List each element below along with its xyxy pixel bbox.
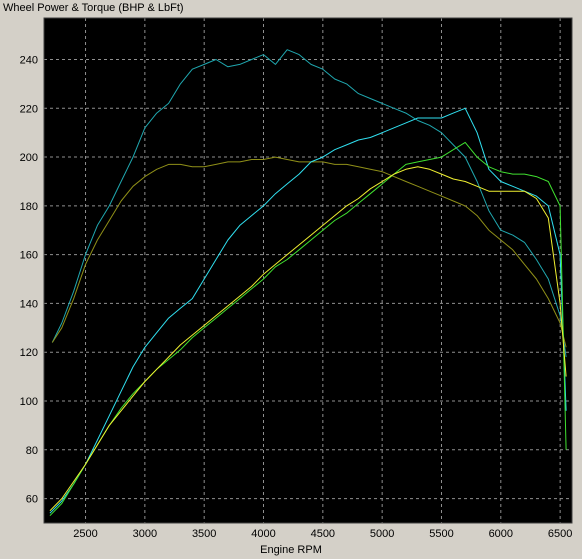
x-tick-label: 4500 <box>311 528 335 540</box>
x-tick-label: 3000 <box>133 528 157 540</box>
y-tick-label: 220 <box>20 103 38 115</box>
x-tick-label: 6500 <box>548 528 572 540</box>
tick-layer: 60 80 100 120 140 160 180 200 220 240 2500 3000 3500… <box>20 54 573 540</box>
series-line-4 <box>49 141 567 517</box>
y-tick-label: 140 <box>20 298 38 310</box>
chart-title: Wheel Power & Torque (BHP & LbFt) <box>3 2 184 14</box>
series-line-3 <box>49 107 567 514</box>
y-tick-label: 160 <box>20 250 38 262</box>
x-tick-label: 3500 <box>192 528 216 540</box>
y-tick-label: 240 <box>20 54 38 66</box>
y-tick-label: 120 <box>20 347 38 359</box>
x-tick-label: 2500 <box>73 528 97 540</box>
y-tick-label: 180 <box>20 201 38 213</box>
series-line-1 <box>51 49 567 358</box>
y-tick-label: 200 <box>20 152 38 164</box>
x-tick-label: 5500 <box>429 528 453 540</box>
x-tick-label: 5000 <box>370 528 394 540</box>
x-tick-label: 6000 <box>489 528 513 540</box>
y-tick-label: 80 <box>26 445 38 457</box>
grid-layer <box>44 18 572 523</box>
y-tick-label: 60 <box>26 494 38 506</box>
x-tick-label: 4000 <box>251 528 275 540</box>
series-line-5 <box>49 166 567 512</box>
plot-frame <box>43 17 573 524</box>
plot-area <box>44 18 572 523</box>
x-axis-label: Engine RPM <box>260 544 322 556</box>
y-tick-label: 100 <box>20 396 38 408</box>
series-layer <box>49 49 567 517</box>
